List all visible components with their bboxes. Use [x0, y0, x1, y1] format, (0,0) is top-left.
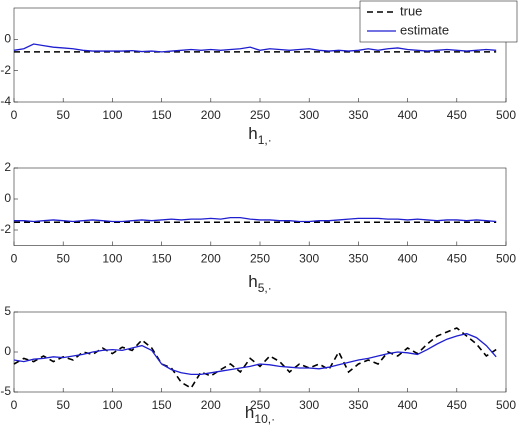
x-tick-label: 350: [348, 108, 368, 122]
x-tick-label: 500: [496, 252, 516, 266]
x-tick-label: 150: [152, 108, 172, 122]
x-tick-label: 450: [447, 252, 467, 266]
x-tick-label: 400: [398, 108, 418, 122]
y-tick-label: -2: [0, 63, 11, 77]
x-axis-label: h5,·: [248, 272, 271, 295]
x-tick-label: 450: [447, 398, 467, 412]
x-axis-label: h1,·: [248, 124, 271, 147]
x-tick-label: 200: [201, 398, 221, 412]
axes-box: [13, 167, 507, 246]
legend-label: true: [400, 3, 422, 18]
x-label-sub: 1,·: [258, 133, 272, 147]
x-tick-label: 50: [57, 108, 71, 122]
x-tick-label: 300: [299, 108, 319, 122]
legend-label: estimate: [400, 22, 449, 37]
y-tick-label: 0: [4, 191, 11, 205]
x-tick-label: 450: [447, 108, 467, 122]
x-tick-label: 100: [102, 398, 122, 412]
y-tick-label: -5: [0, 384, 11, 398]
x-tick-label: 350: [348, 398, 368, 412]
x-tick-label: 50: [57, 398, 71, 412]
x-tick-label: 300: [299, 252, 319, 266]
x-tick-label: 300: [299, 398, 319, 412]
x-tick-label: 200: [201, 252, 221, 266]
x-tick-label: 0: [11, 108, 18, 122]
x-tick-label: 0: [11, 398, 18, 412]
series-line: [14, 216, 497, 223]
x-label-base: h: [245, 403, 254, 422]
x-label-sub: 10,·: [254, 412, 275, 426]
legend-box: [359, 0, 518, 43]
y-tick-label: -4: [0, 94, 11, 108]
x-tick-label: 100: [102, 252, 122, 266]
series-line: [13, 332, 497, 376]
x-axis-label: h10,·: [245, 403, 275, 426]
axes-box: [13, 311, 507, 393]
x-label-sub: 5,·: [258, 281, 272, 295]
x-tick-label: 250: [250, 108, 270, 122]
x-tick-label: 400: [398, 252, 418, 266]
x-tick-label: 150: [152, 252, 172, 266]
x-tick-label: 250: [250, 252, 270, 266]
x-tick-label: 100: [102, 108, 122, 122]
y-tick-label: 0: [4, 32, 11, 46]
series-line: [13, 327, 497, 390]
y-tick-label: 2: [4, 160, 11, 174]
x-label-base: h: [248, 272, 257, 291]
x-tick-label: 150: [152, 398, 172, 412]
y-tick-label: -2: [0, 222, 11, 236]
x-label-base: h: [248, 124, 257, 143]
x-tick-label: 200: [201, 108, 221, 122]
y-tick-label: 5: [4, 304, 11, 318]
x-tick-label: 400: [398, 398, 418, 412]
y-tick-label: 0: [4, 344, 11, 358]
x-tick-label: 0: [11, 252, 18, 266]
series-line: [13, 43, 497, 53]
x-tick-label: 250: [250, 398, 270, 412]
x-tick-label: 500: [496, 108, 516, 122]
x-tick-label: 500: [496, 398, 516, 412]
x-tick-label: 350: [348, 252, 368, 266]
x-tick-label: 50: [57, 252, 71, 266]
